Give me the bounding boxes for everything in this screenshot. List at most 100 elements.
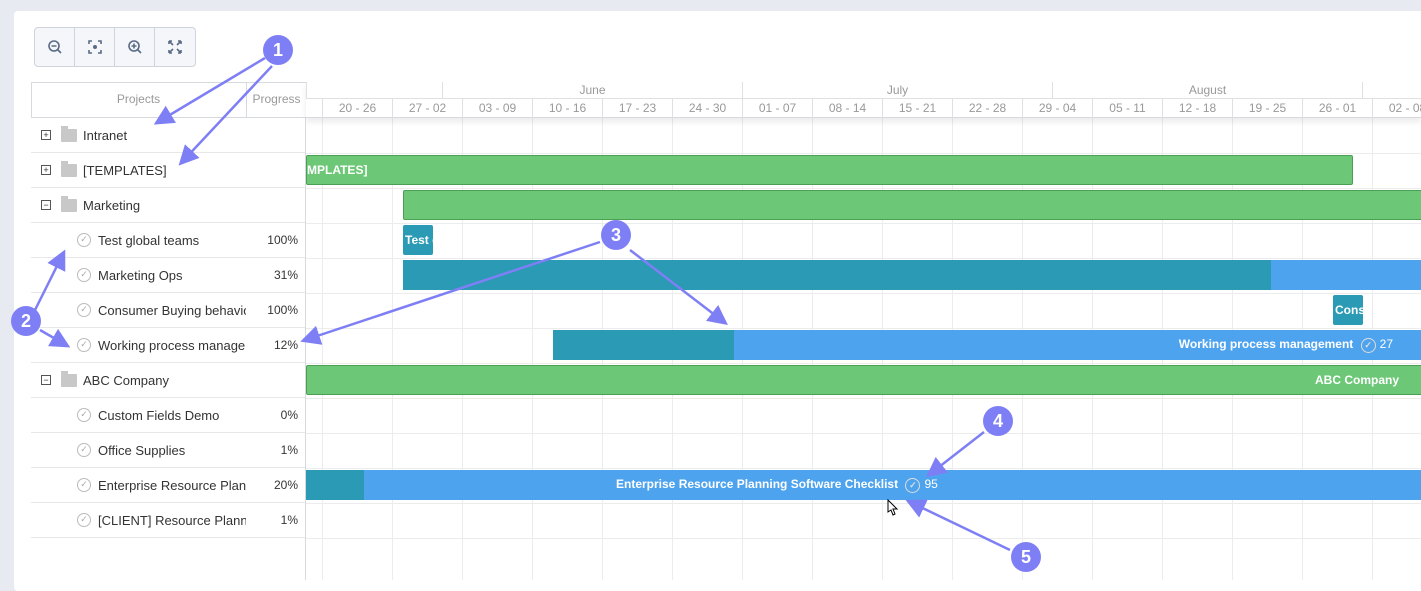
- task-row[interactable]: ✓ Enterprise Resource Planning Software C…: [31, 468, 305, 503]
- week-column: 19 - 25: [1232, 99, 1302, 118]
- check-circle-icon: ✓: [77, 443, 91, 457]
- folder-icon: [61, 370, 77, 387]
- bar-abc-company[interactable]: ABC Company: [306, 365, 1421, 395]
- bar-test-global-teams[interactable]: Test g: [403, 225, 433, 255]
- grid-hline: [306, 258, 1421, 259]
- week-column: 03 - 09: [462, 99, 532, 118]
- bar-title: Enterprise Resource Planning Software Ch…: [616, 477, 899, 492]
- grid-hline: [306, 503, 1421, 504]
- task-progress: 1%: [280, 443, 298, 457]
- zoom-in-icon: [127, 40, 142, 54]
- grid-hline: [306, 293, 1421, 294]
- bar-templates[interactable]: MPLATES]: [306, 155, 1353, 185]
- group-name: Intranet: [83, 127, 128, 143]
- collapse-toggle[interactable]: −: [41, 375, 51, 385]
- week-column: 02 - 08: [1372, 99, 1421, 118]
- task-progress: 100%: [267, 303, 298, 317]
- focus-button[interactable]: [75, 28, 115, 66]
- check-circle-icon: ✓: [77, 478, 91, 492]
- bar-progress: [306, 470, 364, 500]
- bar-progress: [403, 260, 1271, 290]
- bar-marketing[interactable]: [403, 190, 1421, 220]
- task-name: Enterprise Resource Planning Software Ch…: [98, 477, 246, 493]
- week-column: 01 - 07: [742, 99, 812, 118]
- check-icon: ✓: [905, 477, 921, 493]
- project-group-row[interactable]: + [TEMPLATES]: [31, 153, 305, 188]
- task-row[interactable]: ✓ Consumer Buying behavior 100%: [31, 293, 305, 328]
- focus-icon: [87, 40, 102, 54]
- project-group-row[interactable]: + Intranet: [31, 118, 305, 153]
- check-circle-icon: ✓: [77, 268, 91, 282]
- project-group-row[interactable]: − Marketing: [31, 188, 305, 223]
- bar-label: Cons: [1335, 303, 1363, 317]
- task-row[interactable]: ✓ [CLIENT] Resource Planning 1%: [31, 503, 305, 538]
- bar-label: Working process management ✓ 27: [1178, 337, 1393, 353]
- zoom-out-button[interactable]: [35, 28, 75, 66]
- task-name: Custom Fields Demo: [98, 407, 220, 423]
- bar-count: 27: [1379, 337, 1393, 352]
- grid-hline: [306, 468, 1421, 469]
- group-name: [TEMPLATES]: [83, 162, 167, 178]
- bar-working-process[interactable]: Working process management ✓ 27: [553, 330, 1421, 360]
- project-group-row[interactable]: − ABC Company: [31, 363, 305, 398]
- task-name: Marketing Ops: [98, 267, 183, 283]
- task-progress: 31%: [273, 268, 298, 282]
- bar-label: MPLATES]: [307, 163, 368, 177]
- task-progress: 20%: [273, 478, 298, 492]
- group-name: Marketing: [83, 197, 141, 213]
- task-row[interactable]: ✓ Working process management 12%: [31, 328, 305, 363]
- grid-hline: [306, 223, 1421, 224]
- week-column: 08 - 14: [812, 99, 882, 118]
- bar-count: 95: [924, 477, 938, 492]
- bar-erp-checklist[interactable]: Enterprise Resource Planning Software Ch…: [306, 470, 1421, 500]
- week-column: 10 - 16: [532, 99, 602, 118]
- task-name: Office Supplies: [98, 442, 186, 458]
- task-row[interactable]: ✓ Marketing Ops 31%: [31, 258, 305, 293]
- column-progress[interactable]: Progress: [246, 82, 306, 117]
- bar-label: ABC Company: [1315, 373, 1400, 387]
- task-row[interactable]: ✓ Custom Fields Demo 0%: [31, 398, 305, 433]
- check-circle-icon: ✓: [77, 338, 91, 352]
- fullscreen-button[interactable]: [155, 28, 195, 66]
- check-circle-icon: ✓: [77, 513, 91, 527]
- grid-hline: [306, 188, 1421, 189]
- week-column: 15 - 21: [882, 99, 952, 118]
- week-column: 29 - 04: [1022, 99, 1092, 118]
- expand-toggle[interactable]: +: [41, 130, 51, 140]
- grid-vline: [392, 118, 393, 580]
- grid-hline: [306, 363, 1421, 364]
- week-column: 27 - 02: [392, 99, 462, 118]
- bar-consumer-buying[interactable]: Cons: [1333, 295, 1363, 325]
- week-column: 24 - 30: [672, 99, 742, 118]
- grid-hline: [306, 538, 1421, 539]
- group-name: ABC Company: [83, 372, 169, 388]
- bar-label: Enterprise Resource Planning Software Ch…: [616, 477, 938, 493]
- task-row[interactable]: ✓ Test global teams 100%: [31, 223, 305, 258]
- month-september: [1362, 82, 1421, 99]
- bar-title: Working process management: [1178, 337, 1354, 352]
- grid-header: Projects Progress: [31, 82, 306, 118]
- week-column: 05 - 11: [1092, 99, 1162, 118]
- week-column: 20 - 26: [322, 99, 392, 118]
- task-row[interactable]: ✓ Office Supplies 1%: [31, 433, 305, 468]
- collapse-toggle[interactable]: −: [41, 200, 51, 210]
- week-column: 22 - 28: [952, 99, 1022, 118]
- column-projects[interactable]: Projects: [116, 92, 161, 106]
- task-name: [CLIENT] Resource Planning: [98, 512, 246, 528]
- expand-toggle[interactable]: +: [41, 165, 51, 175]
- task-progress: 1%: [280, 513, 298, 527]
- task-progress: 0%: [280, 408, 298, 422]
- grid-hline: [306, 433, 1421, 434]
- task-progress: 100%: [267, 233, 298, 247]
- folder-icon: [61, 195, 77, 212]
- grid-vline: [532, 118, 533, 580]
- grid-hline: [306, 328, 1421, 329]
- fullscreen-icon: [168, 40, 182, 54]
- grid-hline: [306, 153, 1421, 154]
- zoom-in-button[interactable]: [115, 28, 155, 66]
- grid-vline: [322, 118, 323, 580]
- project-list: + Intranet + [TEMPLATES] − Marketing ✓ Test glo…: [31, 118, 306, 580]
- bar-marketing-ops[interactable]: [403, 260, 1421, 290]
- month-july: July: [742, 82, 1052, 99]
- zoom-toolbar: [34, 27, 196, 67]
